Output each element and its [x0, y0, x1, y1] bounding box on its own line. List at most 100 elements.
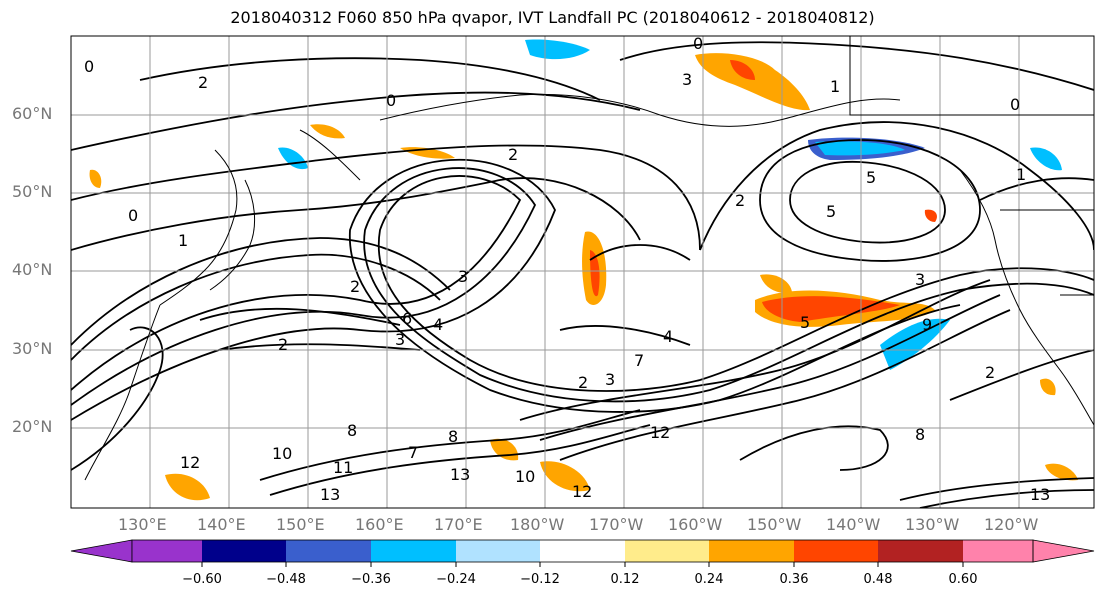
positive-anomaly-patch: [540, 461, 590, 492]
lon-label: 180°W: [510, 515, 565, 534]
colorbar-tick-label: −0.48: [266, 572, 306, 587]
coastline-asia: [84, 304, 161, 481]
contour-line: [259, 409, 641, 481]
contour-label: 7: [634, 351, 644, 370]
contour-label: 5: [826, 202, 836, 221]
contour-line: [759, 139, 981, 262]
contour-label: 3: [395, 330, 405, 349]
lon-label: 130°E: [118, 515, 167, 534]
contour-line: [519, 279, 991, 421]
contour-label: 0: [84, 57, 94, 76]
lon-label: 120°W: [984, 515, 1039, 534]
contour-label: 5: [866, 168, 876, 187]
contour-line: [139, 57, 601, 101]
contour-label: 13: [450, 465, 470, 484]
positive-anomaly-patch: [310, 124, 345, 139]
contour-label: 4: [663, 327, 673, 346]
lat-label: 60°N: [12, 104, 53, 123]
coastline-asia: [159, 149, 238, 306]
contour-label: 9: [922, 315, 932, 334]
contour-label: 3: [458, 267, 468, 286]
lon-label: 140°E: [197, 515, 246, 534]
contour-line: [539, 294, 1001, 441]
colorbar-tick-label: −0.60: [182, 572, 222, 587]
contour-line: [589, 244, 691, 261]
contour-label-layer: 0 0 0 0 0 1 1 1 2 2 2 2 2 2 2 3 3 3 3 3 …: [84, 36, 1050, 504]
contour-line: [789, 161, 946, 244]
border-canada: [849, 36, 1094, 116]
lon-label: 150°W: [747, 515, 802, 534]
lat-label: 50°N: [12, 182, 53, 201]
contour-label: 13: [1030, 485, 1050, 504]
contour-label: 2: [350, 277, 360, 296]
negative-anomaly-patch: [525, 39, 590, 60]
contour-label: 8: [448, 427, 458, 446]
lat-label: 20°N: [12, 417, 53, 436]
lat-label: 40°N: [12, 260, 53, 279]
contour-line: [71, 91, 641, 151]
positive-anomaly-patch: [695, 53, 810, 111]
contour-label: 0: [1010, 95, 1020, 114]
contour-label: 12: [572, 482, 592, 501]
contour-label: 3: [915, 270, 925, 289]
contour-label: 3: [682, 70, 692, 89]
colorbar-bin: [625, 540, 709, 562]
map-title: 2018040312 F060 850 hPa qvapor, IVT Land…: [230, 8, 875, 27]
contour-label: 6: [402, 309, 412, 328]
negative-anomaly-patch: [278, 147, 308, 170]
colorbar-outline: [131, 539, 1034, 563]
contour-line: [71, 253, 441, 361]
negative-anomaly-patch: [880, 318, 950, 370]
negative-anomaly-patch: [815, 141, 905, 156]
lon-label: 160°W: [668, 515, 723, 534]
colorbar-tick-label: 0.36: [779, 572, 809, 587]
contour-label: 2: [508, 145, 518, 164]
contour-label: 2: [985, 363, 995, 382]
contour-label: 1: [830, 77, 840, 96]
contour-label: 2: [735, 191, 745, 210]
contour-label: 2: [578, 373, 588, 392]
lon-label: 130°W: [905, 515, 960, 534]
contour-line: [71, 167, 1094, 406]
colorbar: [70, 539, 1095, 567]
contour-line: [71, 144, 701, 251]
contour-label: 5: [800, 313, 810, 332]
contour-label: 3: [605, 370, 615, 389]
contour-label: 8: [915, 425, 925, 444]
colorbar-bin: [794, 540, 878, 562]
strong-positive-anomaly-patch: [590, 250, 600, 297]
colorbar-extend-high: [1032, 539, 1095, 563]
contour-label: 4: [433, 315, 443, 334]
title-wrap: 2018040312 F060 850 hPa qvapor, IVT Land…: [0, 0, 1105, 34]
contour-line: [699, 121, 1094, 251]
lon-label: 170°W: [589, 515, 644, 534]
contour-line: [559, 309, 1011, 461]
contour-label: 2: [198, 73, 208, 92]
strong-positive-anomaly-patch: [762, 296, 900, 322]
contour-label: 11: [333, 458, 353, 477]
contour-line: [269, 424, 651, 496]
colorbar-bin: [132, 540, 202, 562]
colorbar-bin: [963, 540, 1033, 562]
positive-anomaly-patch: [89, 169, 102, 188]
contour-label: 1: [178, 231, 188, 250]
contour-label: 13: [320, 485, 340, 504]
lat-label: 30°N: [12, 339, 53, 358]
contour-label: 7: [408, 443, 418, 462]
lon-label: 150°E: [276, 515, 325, 534]
lon-label: 160°E: [355, 515, 404, 534]
colorbar-ticks: [201, 562, 964, 567]
colorbar-bin: [540, 540, 625, 562]
contour-line: [71, 237, 451, 346]
positive-anomaly-patch: [1045, 463, 1078, 481]
colorbar-tick-label: 0.12: [610, 572, 640, 587]
coastline-kuril: [299, 129, 361, 181]
contour-line: [919, 489, 1094, 508]
contour-label: 12: [650, 423, 670, 442]
contour-line: [899, 477, 1094, 501]
strong-positive-anomaly-patch: [924, 209, 937, 222]
map-frame: [70, 35, 1095, 509]
strong-positive-anomaly-patch: [730, 60, 755, 80]
contour-line: [71, 177, 641, 251]
